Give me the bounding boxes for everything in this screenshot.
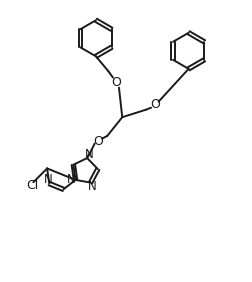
Text: O: O bbox=[93, 135, 103, 147]
Text: O: O bbox=[150, 98, 160, 111]
Text: N: N bbox=[44, 173, 52, 186]
Text: Cl: Cl bbox=[26, 179, 38, 192]
Text: N: N bbox=[67, 173, 75, 186]
Text: N: N bbox=[88, 180, 97, 193]
Text: O: O bbox=[111, 76, 121, 89]
Text: N: N bbox=[84, 148, 93, 161]
